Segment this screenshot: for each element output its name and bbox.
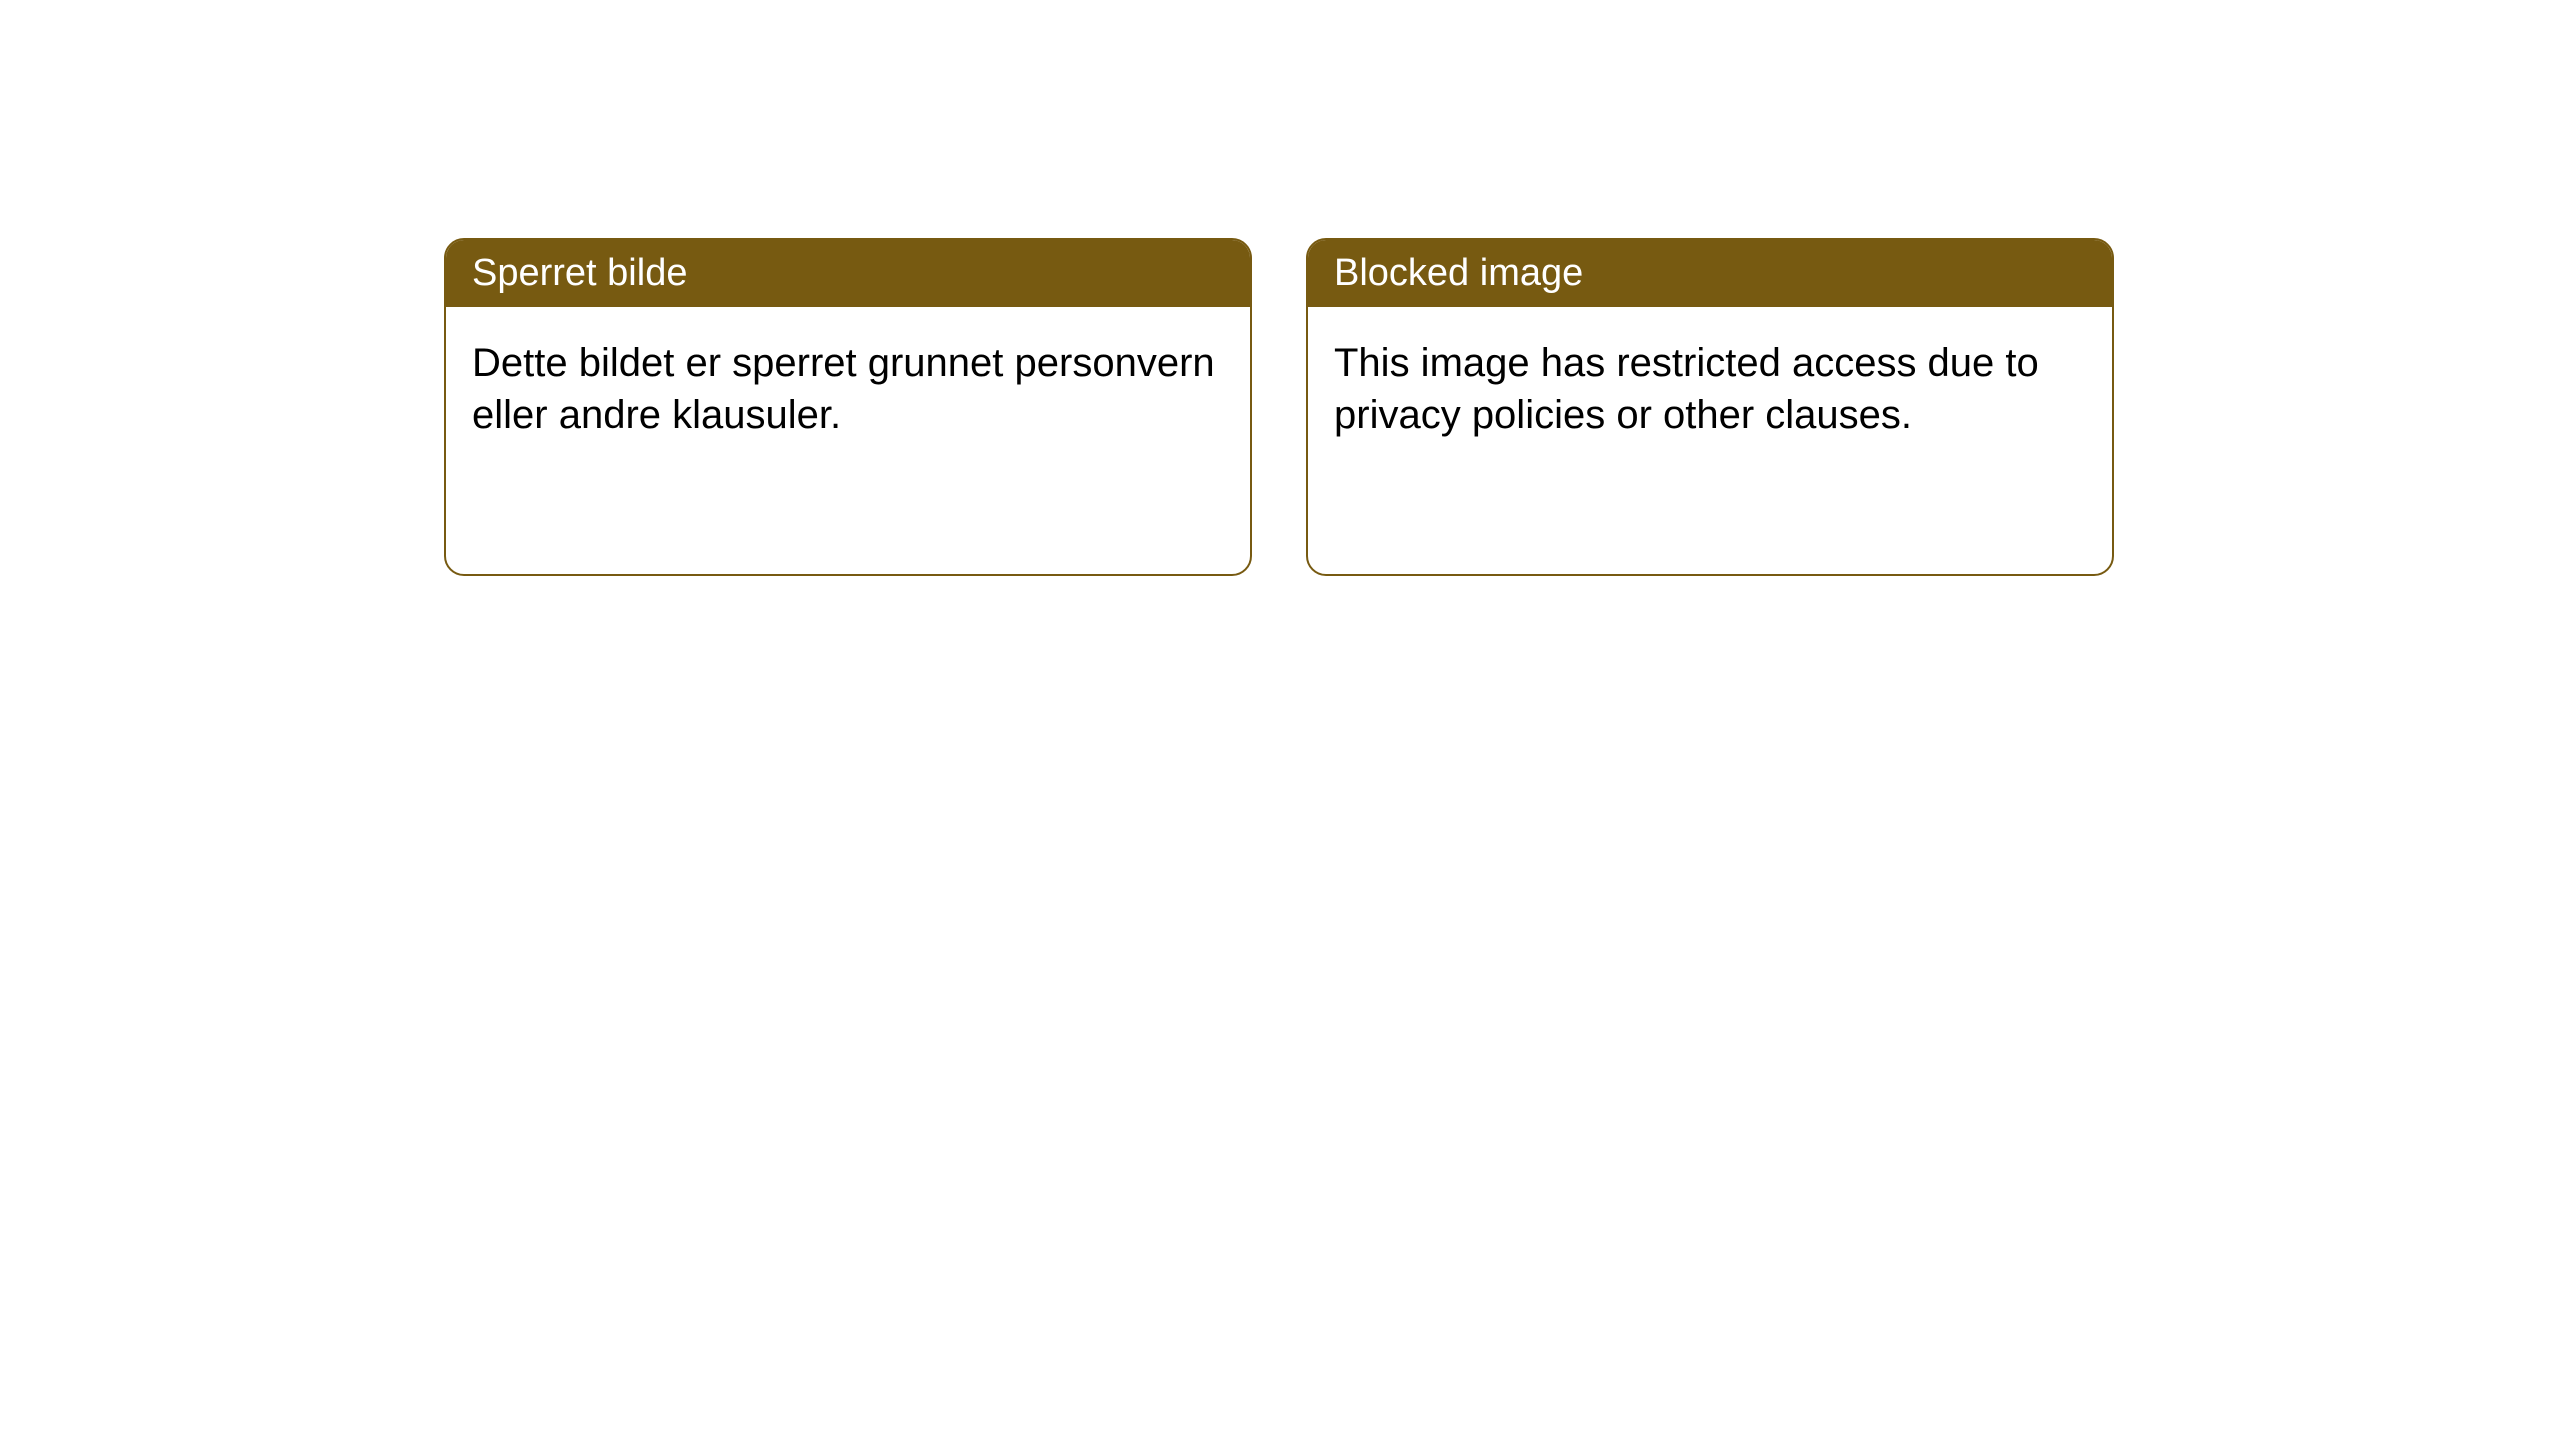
notice-body-no: Dette bildet er sperret grunnet personve…: [446, 307, 1250, 471]
notice-container: Sperret bilde Dette bildet er sperret gr…: [444, 238, 2114, 576]
notice-title-no: Sperret bilde: [446, 240, 1250, 307]
notice-title-en: Blocked image: [1308, 240, 2112, 307]
notice-body-en: This image has restricted access due to …: [1308, 307, 2112, 471]
notice-card-en: Blocked image This image has restricted …: [1306, 238, 2114, 576]
notice-card-no: Sperret bilde Dette bildet er sperret gr…: [444, 238, 1252, 576]
